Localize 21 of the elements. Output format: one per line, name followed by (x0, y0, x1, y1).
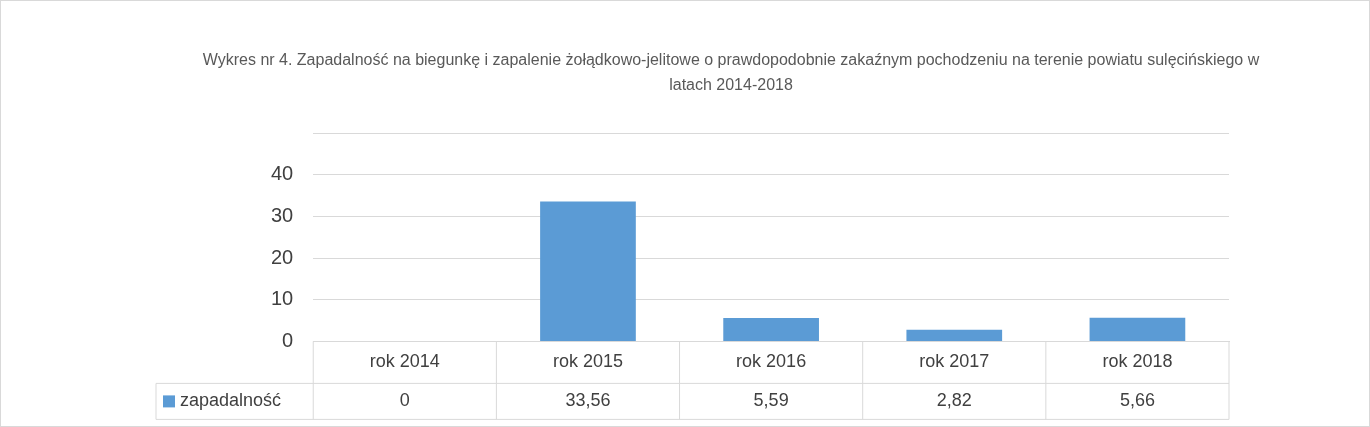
x-tick-label: rok 2016 (736, 351, 807, 372)
legend-label: zapadalność (180, 390, 282, 411)
y-tick-label: 0 (282, 328, 294, 351)
bar (540, 201, 636, 341)
x-tick-label: rok 2014 (369, 351, 440, 372)
bar (723, 318, 819, 341)
chart-title: Wykres nr 4. Zapadalność na biegunkę i zapalenie żołądkowo-jelitowe o prawdopodobnie zakaźnym pochodzeniu na terenie powiatu sulęcińskiego w latach 2014-2018 (201, 50, 1261, 95)
y-tick-label: 30 (271, 203, 294, 226)
data-label: 5,59 (753, 390, 789, 411)
x-tick-label: rok 2015 (552, 351, 623, 372)
bar (906, 329, 1003, 341)
bar (1089, 317, 1186, 341)
data-label: 0 (399, 390, 410, 411)
y-tick-label: 40 (271, 162, 294, 185)
data-label: 33,56 (565, 390, 611, 411)
data-label: 5,66 (1119, 390, 1155, 411)
x-tick-label: rok 2017 (919, 351, 990, 372)
y-tick-label: 10 (271, 287, 294, 310)
data-label: 2,82 (936, 390, 972, 411)
x-tick-label: rok 2018 (1102, 351, 1173, 372)
y-tick-label: 20 (271, 245, 294, 268)
